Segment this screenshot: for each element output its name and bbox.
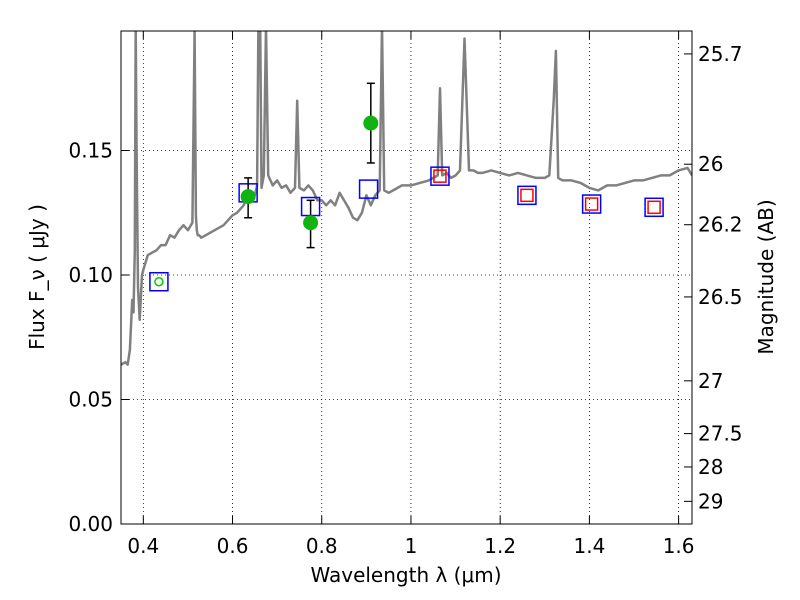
y-tick-label: 0.00 xyxy=(68,512,113,536)
mag-tick-label: 25.7 xyxy=(698,42,743,66)
green-point-marker xyxy=(303,215,319,231)
y-axis-label: Flux F_ν ( μJy ) xyxy=(25,204,49,350)
mag-tick-label: 26.2 xyxy=(698,213,743,237)
x-tick-label: 1.6 xyxy=(663,534,695,558)
y-tick-label: 0.10 xyxy=(68,263,113,287)
red-square-marker xyxy=(433,169,447,183)
blue-square-marker xyxy=(517,185,537,206)
x-tick-label: 1.2 xyxy=(484,534,516,558)
right-axis-label: Magnitude (AB) xyxy=(754,199,778,354)
green-point-marker xyxy=(363,115,379,131)
x-tick-label: 1 xyxy=(405,534,418,558)
spectrum-layer xyxy=(121,31,692,366)
axis-ticks: 0.4 0.6 0.8 1 1.2 1.4 1.6 0.00 0.05 0.10 0.15 25.7 2… xyxy=(68,31,743,558)
mag-tick-label: 28 xyxy=(698,455,723,479)
x-tick-label: 1.4 xyxy=(573,534,605,558)
mag-tick-label: 29 xyxy=(698,489,723,513)
x-tick-label: 0.8 xyxy=(306,534,338,558)
blue-square-marker xyxy=(358,179,379,199)
grid-lines xyxy=(121,31,692,525)
y-tick-label: 0.05 xyxy=(68,388,113,412)
x-axis-label: Wavelength λ (μm) xyxy=(310,563,501,587)
blue-square-marker xyxy=(581,194,602,214)
green-point-marker xyxy=(240,189,256,205)
x-tick-label: 0.6 xyxy=(217,534,249,558)
red-square-marker xyxy=(520,188,534,203)
x-tick-label: 0.4 xyxy=(127,534,159,558)
blue-square-marker xyxy=(430,166,450,186)
mag-tick-label: 26.5 xyxy=(698,285,743,309)
mag-tick-label: 27.5 xyxy=(698,422,743,446)
photometry-markers xyxy=(149,82,664,292)
y-tick-label: 0.15 xyxy=(68,139,113,163)
blue-square-marker xyxy=(149,271,169,292)
mag-tick-label: 27 xyxy=(698,369,723,393)
plot-frame xyxy=(120,30,693,525)
green-open-circle-marker xyxy=(154,276,164,287)
red-square-marker xyxy=(584,197,599,211)
spectrum-line xyxy=(121,31,692,366)
mag-tick-label: 26 xyxy=(698,152,723,176)
blue-square-marker xyxy=(644,197,664,218)
red-square-marker xyxy=(647,200,661,215)
